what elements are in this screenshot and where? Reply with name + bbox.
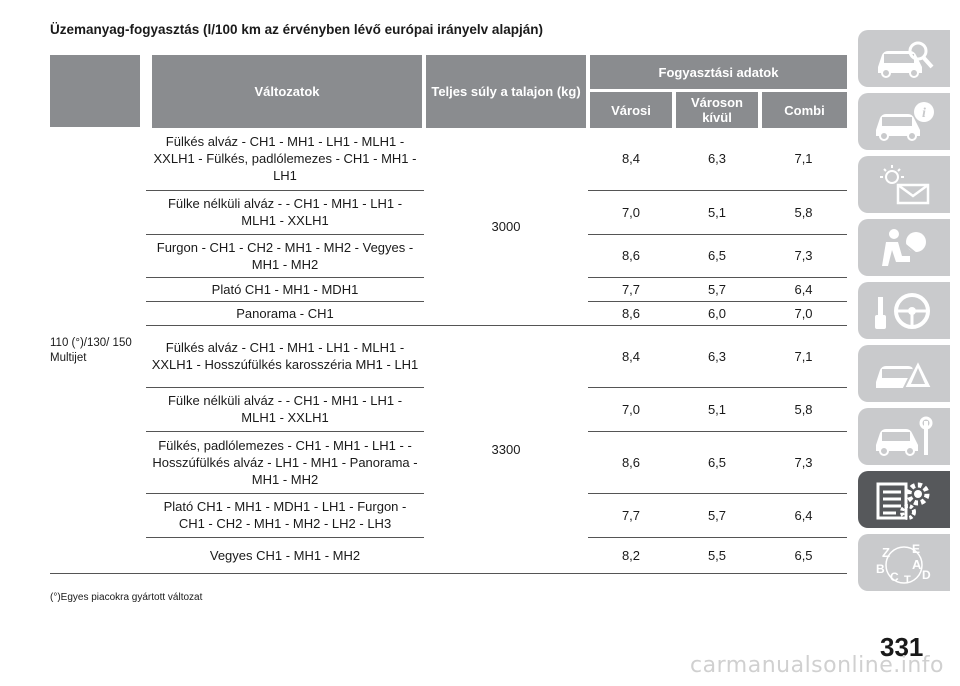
car-search-icon [878, 41, 934, 78]
tab-car-info[interactable]: i [858, 93, 950, 150]
header-combined: Combi [760, 90, 848, 128]
watermark: carmanualsonline.info [690, 653, 944, 678]
variant-cell: Vegyes CH1 - MH1 - MH2 [146, 537, 424, 574]
extra-urban-value: 6,5 [674, 234, 760, 278]
urban-value: 7,0 [588, 190, 674, 235]
fuel-consumption-table: Változatok Teljes súly a talajon (kg) Fo… [50, 55, 848, 574]
combined-value: 7,1 [760, 128, 848, 191]
combined-value: 7,1 [760, 325, 848, 388]
footnote: (°)Egyes piacokra gyártott változat [50, 592, 203, 603]
chapter-sidebar: i [858, 30, 960, 597]
urban-value: 7,7 [588, 277, 674, 302]
tab-car-search[interactable] [858, 30, 950, 87]
engine-cell: 110 (°)/130/ 150 Multijet [50, 128, 146, 574]
technical-data-gear-icon [876, 482, 930, 520]
combined-value: 6,4 [760, 277, 848, 302]
tab-safety[interactable] [858, 219, 950, 276]
combined-value: 7,0 [760, 301, 848, 326]
urban-value: 8,4 [588, 325, 674, 388]
svg-text:A: A [912, 557, 922, 572]
urban-value: 8,2 [588, 537, 674, 574]
tab-starting-driving[interactable] [858, 282, 950, 339]
page-title: Üzemanyag-fogyasztás (l/100 km az érvény… [50, 22, 543, 37]
header-urban: Városi [588, 90, 676, 128]
combined-value: 7,3 [760, 431, 848, 494]
car-maintenance-tools-icon [876, 416, 933, 456]
warning-light-message-icon [880, 164, 930, 204]
urban-value: 8,6 [588, 301, 674, 326]
page-number: 331 [880, 632, 924, 662]
steering-wheel-key-icon [875, 292, 930, 329]
extra-urban-value: 5,7 [674, 493, 760, 538]
tab-emergency[interactable] [858, 345, 950, 402]
variant-cell: Fülke nélküli alváz - - CH1 - MH1 - LH1 … [146, 190, 424, 235]
tab-technical-data[interactable] [858, 471, 950, 528]
variant-cell: Fülkés alváz - CH1 - MH1 - LH1 - MLH1 - … [146, 128, 424, 191]
header-blank [50, 55, 152, 130]
urban-value: 8,6 [588, 234, 674, 278]
tab-warning-lights[interactable] [858, 156, 950, 213]
svg-text:C: C [890, 570, 899, 584]
tab-maintenance[interactable] [858, 408, 950, 465]
variant-cell: Fülkés, padlólemezes - CH1 - MH1 - LH1 -… [146, 431, 424, 494]
svg-text:D: D [922, 568, 931, 582]
extra-urban-value: 5,1 [674, 190, 760, 235]
variant-cell: Fülke nélküli alváz - - CH1 - MH1 - LH1 … [146, 387, 424, 432]
urban-value: 7,0 [588, 387, 674, 432]
car-info-icon: i [876, 101, 934, 141]
extra-urban-value: 6,3 [674, 128, 760, 191]
car-breakdown-warning-icon [876, 357, 934, 389]
header-extra-urban: Városon kívül [674, 90, 762, 128]
svg-text:E: E [912, 542, 920, 556]
weight-cell: 3300 [424, 325, 588, 574]
combined-value: 6,4 [760, 493, 848, 538]
alphabetical-index-icon: Z E B A C T D [876, 542, 931, 585]
svg-text:B: B [876, 562, 885, 576]
extra-urban-value: 6,5 [674, 431, 760, 494]
extra-urban-value: 5,1 [674, 387, 760, 432]
combined-value: 5,8 [760, 190, 848, 235]
weight-cell: 3000 [424, 128, 588, 326]
combined-value: 5,8 [760, 387, 848, 432]
extra-urban-value: 6,3 [674, 325, 760, 388]
urban-value: 8,4 [588, 128, 674, 191]
airbag-safety-icon [882, 228, 926, 266]
header-variants: Változatok [146, 55, 426, 128]
variant-cell: Fülkés alváz - CH1 - MH1 - LH1 - MLH1 - … [146, 325, 424, 388]
svg-text:Z: Z [882, 545, 890, 560]
variant-cell: Furgon - CH1 - CH2 - MH1 - MH2 - Vegyes … [146, 234, 424, 278]
svg-text:i: i [922, 106, 926, 121]
svg-text:T: T [904, 574, 911, 585]
variant-cell: Plató CH1 - MH1 - MDH1 - LH1 - Furgon - … [146, 493, 424, 538]
extra-urban-value: 5,7 [674, 277, 760, 302]
header-consumption-group: Fogyasztási adatok [588, 55, 848, 92]
header-weight: Teljes súly a talajon (kg) [424, 55, 590, 128]
extra-urban-value: 6,0 [674, 301, 760, 326]
combined-value: 6,5 [760, 537, 848, 574]
urban-value: 7,7 [588, 493, 674, 538]
combined-value: 7,3 [760, 234, 848, 278]
variant-cell: Plató CH1 - MH1 - MDH1 [146, 277, 424, 302]
urban-value: 8,6 [588, 431, 674, 494]
variant-cell: Panorama - CH1 [146, 301, 424, 326]
extra-urban-value: 5,5 [674, 537, 760, 574]
tab-index[interactable]: Z E B A C T D [858, 534, 950, 591]
